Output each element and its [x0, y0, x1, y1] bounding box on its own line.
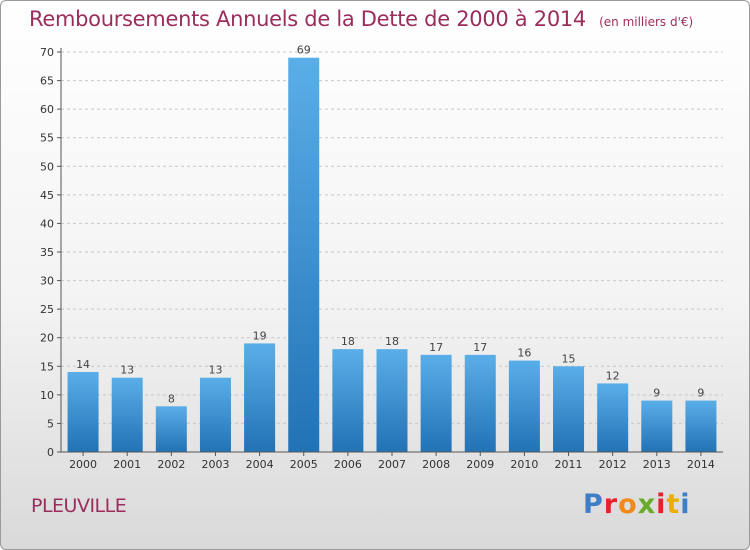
y-tick-label: 65	[40, 75, 54, 88]
value-label: 9	[697, 387, 704, 400]
bar	[464, 354, 496, 452]
value-label: 14	[76, 358, 90, 371]
y-tick-label: 10	[40, 389, 54, 402]
y-tick-label: 50	[40, 160, 54, 173]
chart-title: Remboursements Annuels de la Dette de 20…	[29, 7, 693, 31]
bar	[332, 349, 364, 452]
value-label: 69	[297, 44, 311, 57]
y-tick-label: 60	[40, 103, 54, 116]
bar	[111, 377, 143, 452]
bar	[553, 366, 585, 452]
value-label: 17	[473, 341, 487, 354]
logo-letter: i	[656, 489, 667, 520]
y-tick-label: 30	[40, 275, 54, 288]
logo-letter: r	[603, 489, 619, 520]
value-label: 19	[253, 329, 267, 342]
axes: 0 5 10 15 20 25 30 35 40 45 50 55 60 65 70 2000 2001 2002…	[40, 46, 723, 471]
value-label: 15	[562, 352, 576, 365]
title-unit: (en milliers d'€)	[599, 15, 694, 29]
y-tick-label: 5	[47, 417, 54, 430]
x-tick-label: 2012	[599, 458, 627, 471]
x-tick-label: 2005	[290, 458, 318, 471]
bar	[67, 372, 99, 452]
y-tick-label: 35	[40, 246, 54, 259]
bar	[641, 400, 673, 452]
bar	[597, 383, 629, 452]
bar	[420, 354, 452, 452]
value-label: 18	[341, 335, 355, 348]
bar	[155, 406, 187, 452]
y-tick-label: 45	[40, 189, 54, 202]
x-tick-label: 2001	[113, 458, 141, 471]
bar	[199, 377, 231, 452]
x-tick-label: 2013	[643, 458, 671, 471]
value-label: 16	[517, 347, 531, 360]
value-label: 12	[606, 369, 620, 382]
y-tick-label: 40	[40, 217, 54, 230]
y-tick-label: 55	[40, 132, 54, 145]
bar	[508, 360, 540, 452]
value-label: 18	[385, 335, 399, 348]
proxiti-logo: Proxiti	[583, 489, 691, 520]
x-tick-label: 2010	[510, 458, 538, 471]
y-tick-label: 25	[40, 303, 54, 316]
logo-letter: i	[680, 489, 691, 520]
bar	[376, 349, 408, 452]
bar	[685, 400, 717, 452]
x-tick-label: 2003	[201, 458, 229, 471]
logo-letter: t	[666, 489, 681, 520]
x-tick-label: 2011	[555, 458, 583, 471]
bar	[244, 343, 276, 452]
x-tick-label: 2014	[687, 458, 715, 471]
x-tick-label: 2004	[246, 458, 274, 471]
bars: 14 13 8 13 19 69 18 18 17 17 16 15 12 9 9	[67, 44, 717, 452]
x-tick-label: 2009	[466, 458, 494, 471]
value-label: 8	[168, 392, 175, 405]
value-label: 13	[208, 364, 222, 377]
logo-letter: P	[583, 489, 604, 520]
value-label: 9	[653, 387, 660, 400]
x-tick-label: 2008	[422, 458, 450, 471]
x-tick-label: 2000	[69, 458, 97, 471]
x-tick-label: 2007	[378, 458, 406, 471]
y-tick-label: 70	[40, 46, 54, 59]
value-label: 17	[429, 341, 443, 354]
logo-letter: x	[637, 489, 657, 520]
logo-letter: o	[618, 489, 638, 520]
title-text: Remboursements Annuels de la Dette de 20…	[29, 7, 586, 31]
y-tick-label: 0	[47, 446, 54, 459]
y-tick-label: 20	[40, 332, 54, 345]
bar	[288, 57, 320, 452]
x-tick-label: 2006	[334, 458, 362, 471]
y-tick-label: 15	[40, 360, 54, 373]
town-name: PLEUVILLE	[31, 495, 127, 517]
value-label: 13	[120, 364, 134, 377]
x-tick-label: 2002	[157, 458, 185, 471]
